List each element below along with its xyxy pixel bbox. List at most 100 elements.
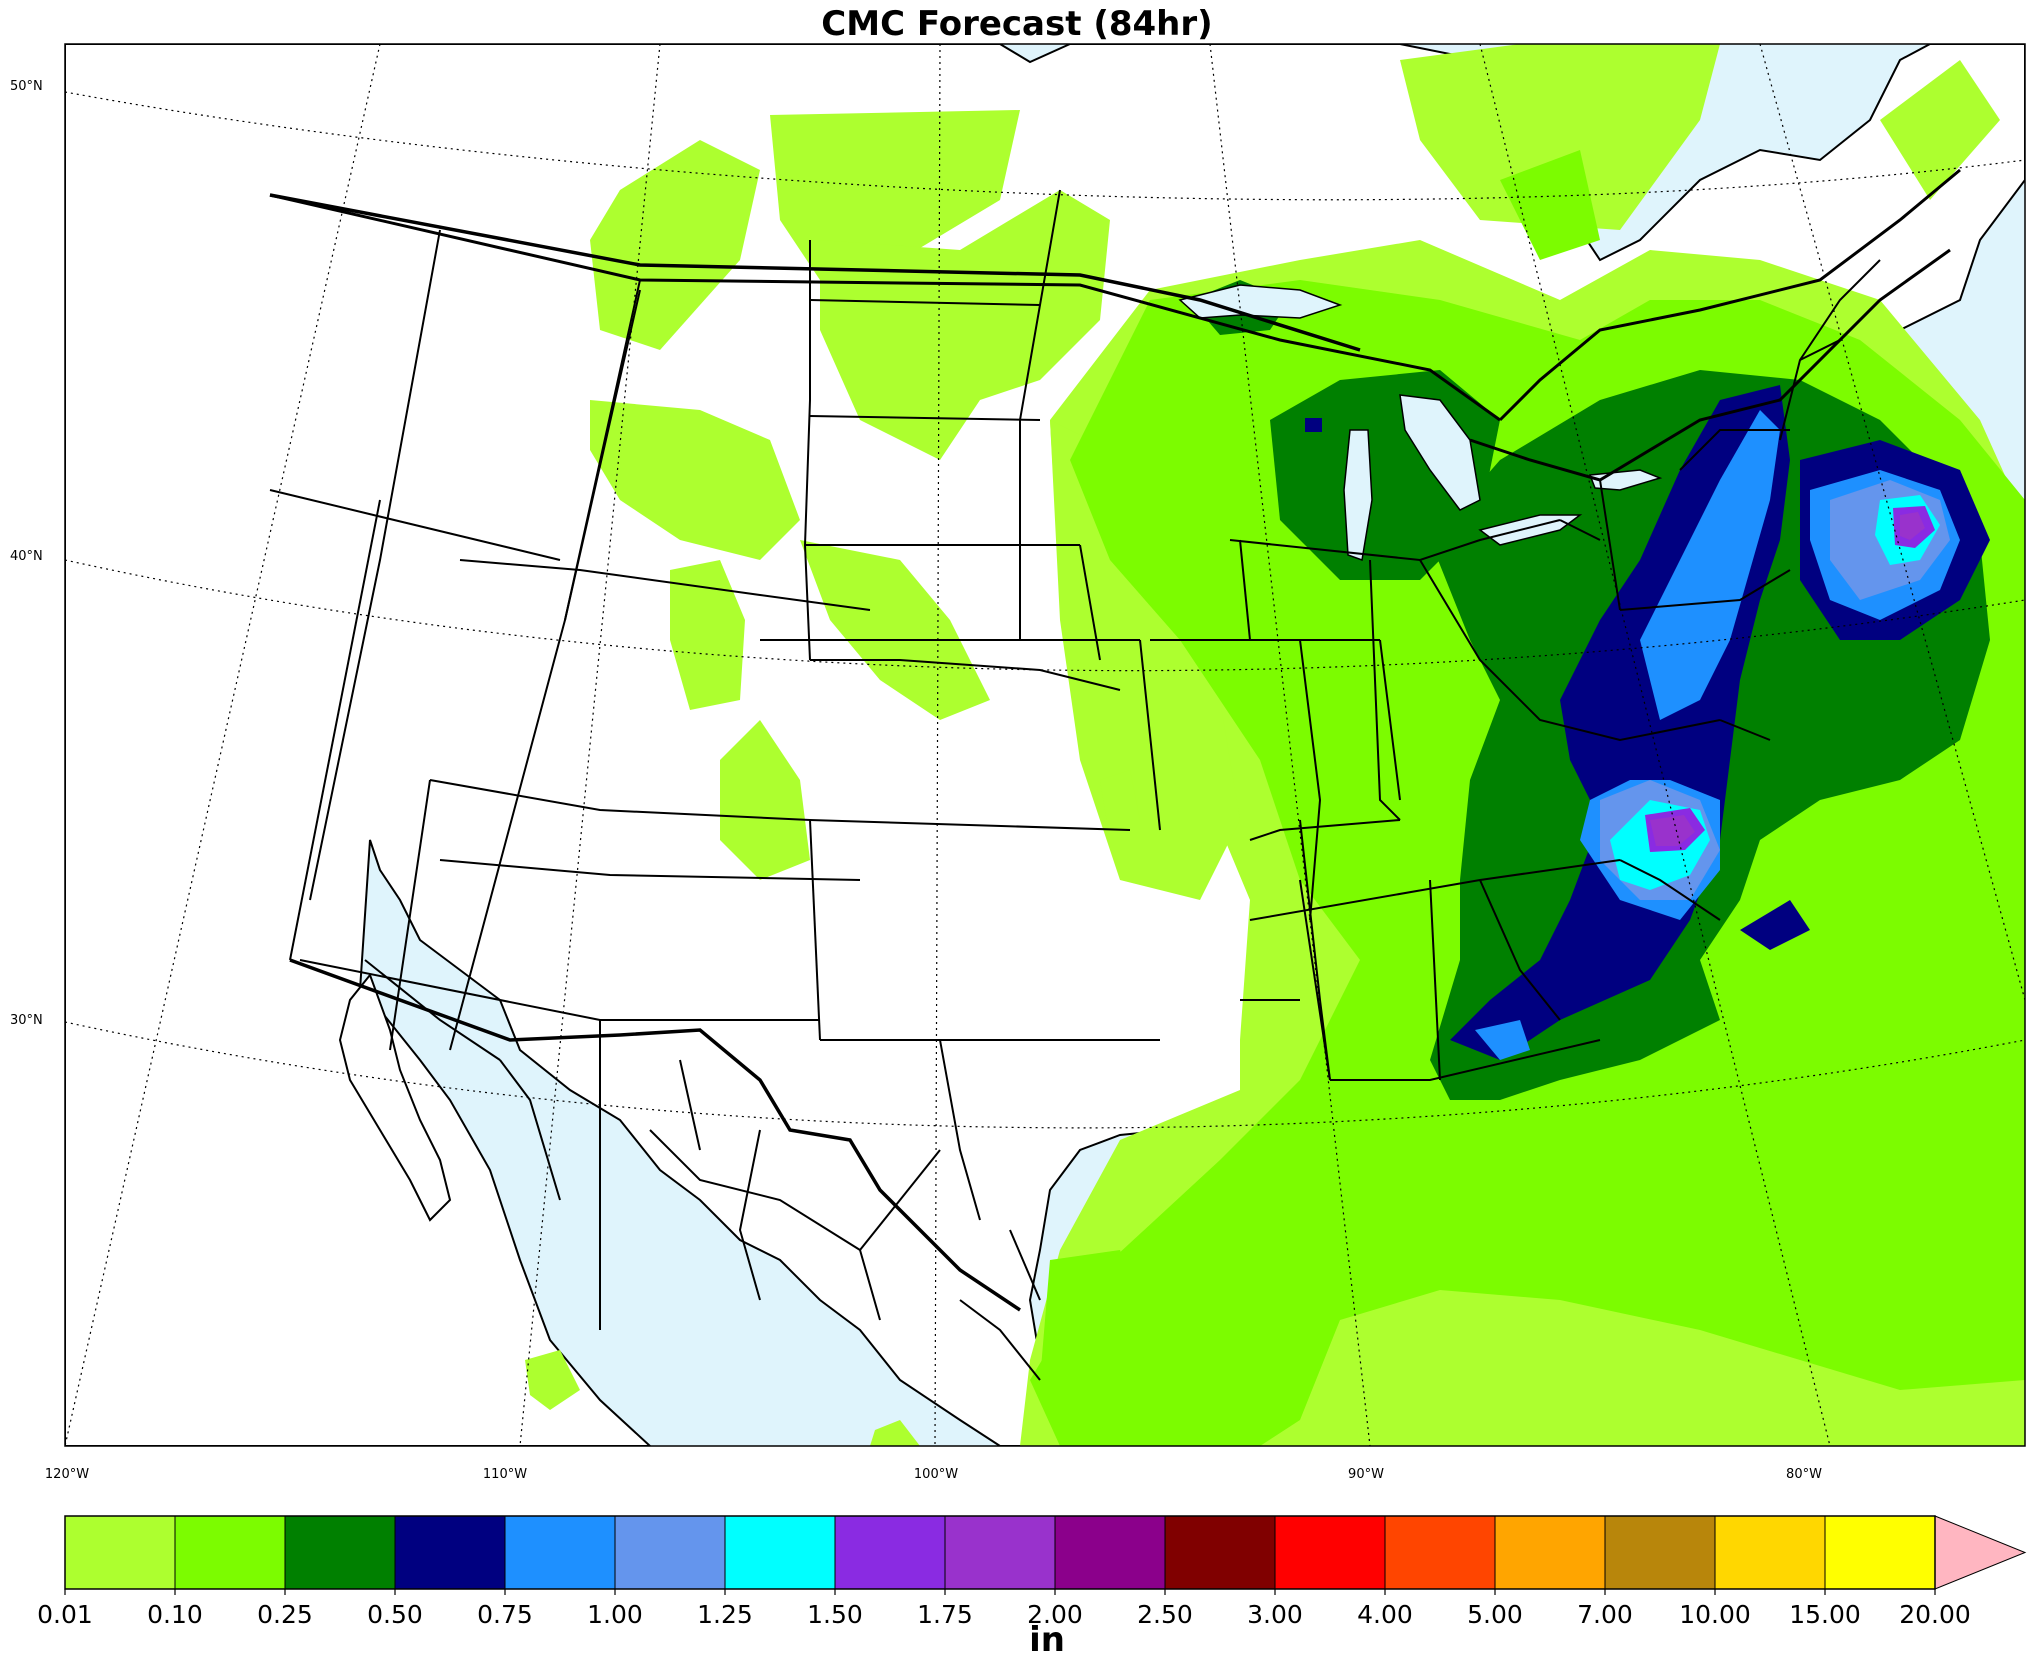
colorbar-tick-label-7: 1.50 — [807, 1600, 863, 1629]
precip-contour-12 — [870, 1420, 920, 1446]
lon-label-80w: 80°W — [1786, 1467, 1822, 1482]
colorbar-bin-2 — [284, 1515, 396, 1590]
colorbar-tick-label-15: 10.00 — [1679, 1600, 1751, 1629]
colorbar-bin-12 — [1384, 1515, 1496, 1590]
border-line-44 — [1679, 429, 1790, 471]
lat-label-40: 40°N — [10, 549, 43, 564]
lake-erie — [1478, 514, 1583, 546]
border-line-41 — [1599, 479, 1621, 611]
political-borders — [269, 168, 1961, 1381]
border-line-31 — [1249, 819, 1401, 841]
lake-michigan — [1343, 429, 1373, 562]
lat-label-50: 50°N — [10, 79, 43, 94]
border-line-22 — [439, 859, 861, 881]
precip-contour-33 — [1650, 815, 1695, 846]
graticule-line-4 — [519, 44, 661, 1446]
border-line-48 — [364, 959, 501, 1061]
border-line-16 — [810, 659, 1121, 691]
graticule-line-1 — [65, 559, 2025, 672]
precip-contour-5 — [820, 190, 1110, 460]
border-line-45 — [1779, 259, 1881, 441]
precip-contour-1 — [1400, 44, 1720, 230]
precip-contour-15 — [1500, 150, 1600, 260]
colorbar-extend-arrow — [1934, 1515, 2027, 1590]
colorbar-bin-4 — [504, 1515, 616, 1590]
precip-contour-13 — [1100, 770, 1140, 840]
border-line-53 — [859, 1149, 941, 1251]
border-line-57 — [1009, 1229, 1041, 1301]
precip-contour-25 — [1475, 1020, 1530, 1060]
border-line-0 — [269, 193, 1501, 422]
border-line-49 — [499, 1059, 561, 1201]
border-line-27 — [1299, 639, 1322, 921]
colorbar-tick-label-0: 0.01 — [37, 1600, 93, 1629]
precip-contour-35 — [1305, 418, 1322, 432]
border-line-7 — [459, 559, 871, 611]
colorbar-tick-label-10: 2.50 — [1137, 1600, 1193, 1629]
border-line-3 — [309, 229, 441, 901]
colorbar-tick-label-8: 1.75 — [917, 1600, 973, 1629]
border-line-42 — [1619, 569, 1791, 611]
lon-label-90w: 90°W — [1348, 1467, 1384, 1482]
graticule-line-2 — [65, 1021, 2025, 1129]
border-line-55 — [859, 1249, 881, 1321]
colorbar-bin-11 — [1274, 1515, 1386, 1590]
precip-contour-11 — [525, 1350, 580, 1410]
precip-contour-9 — [800, 540, 990, 720]
border-line-28 — [1229, 519, 1561, 562]
lat-label-30: 30°N — [10, 1013, 43, 1028]
map-title: CMC Forecast (84hr) — [821, 4, 1213, 44]
border-line-39 — [1619, 859, 1721, 921]
lake-huron — [1399, 394, 1481, 511]
colorbar-bin-7 — [834, 1515, 946, 1590]
graticule-line-6 — [1209, 44, 1371, 1446]
border-us-mexico — [289, 958, 1021, 1312]
lon-label-100w: 100°W — [914, 1467, 958, 1482]
colorbar-tick-label-3: 0.50 — [367, 1600, 423, 1629]
colorbar-tick-label-9: 2.00 — [1027, 1600, 1083, 1629]
colorbar-outline — [64, 1515, 1936, 1590]
colorbar-tick-label-5: 1.00 — [587, 1600, 643, 1629]
border-line-50 — [649, 1129, 861, 1251]
border-line-43 — [1559, 519, 1601, 541]
precip-contour-23 — [1640, 410, 1780, 720]
precip-contour-2 — [1880, 60, 2000, 200]
colorbar-bin-0 — [64, 1515, 176, 1590]
border-line-40 — [1419, 559, 1721, 742]
colorbar-tick-label-11: 3.00 — [1247, 1600, 1303, 1629]
border-line-24 — [1139, 639, 1161, 831]
border-line-9 — [803, 240, 811, 661]
colorbar-tick-label-16: 15.00 — [1789, 1600, 1861, 1629]
border-line-54 — [939, 1039, 981, 1221]
precip-contour-6 — [590, 400, 800, 560]
colorbar-bin-13 — [1494, 1515, 1606, 1590]
map-frame — [64, 43, 2026, 1447]
colorbar-tick-label-4: 0.75 — [477, 1600, 533, 1629]
colorbar-bin-8 — [944, 1515, 1056, 1590]
border-us-canada — [269, 193, 1361, 352]
precip-contour-16 — [1040, 1250, 1150, 1446]
colorbar-bin-3 — [394, 1515, 506, 1590]
border-line-30 — [1369, 559, 1401, 821]
colorbar-tick-label-12: 4.00 — [1357, 1600, 1413, 1629]
colorbar-tick-label-14: 7.00 — [1577, 1600, 1633, 1629]
border-line-51 — [679, 1059, 701, 1151]
border-line-47 — [1719, 719, 1771, 741]
border-line-21 — [809, 819, 821, 1041]
border-line-11 — [809, 415, 1041, 421]
precip-contour-10 — [1050, 420, 1240, 900]
border-line-17 — [1019, 189, 1061, 640]
border-line-2 — [1498, 168, 1961, 422]
lon-label-110w: 110°W — [483, 1467, 527, 1482]
precip-contour-3 — [590, 140, 760, 350]
baja-california — [338, 972, 452, 1222]
border-line-19 — [429, 779, 1131, 831]
colorbar-bin-6 — [724, 1515, 836, 1590]
colorbar-units: in — [1029, 1620, 1065, 1660]
lake-superior — [1178, 284, 1343, 319]
colorbar-bin-9 — [1054, 1515, 1166, 1590]
precip-contour-4 — [770, 110, 1020, 280]
border-line-26 — [1239, 539, 1251, 641]
colorbar-bin-5 — [614, 1515, 726, 1590]
border-line-6 — [269, 489, 561, 561]
